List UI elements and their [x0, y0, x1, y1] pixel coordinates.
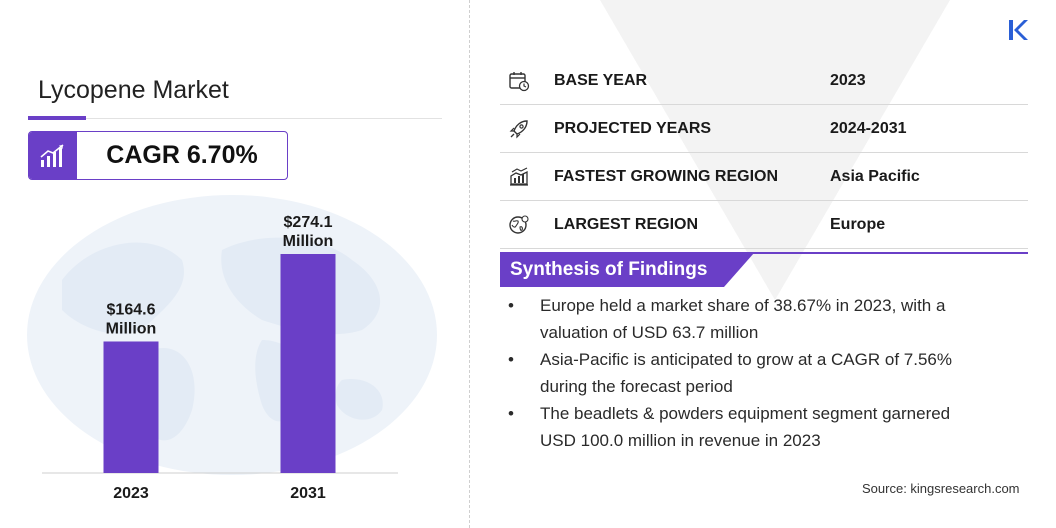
bullet-icon: • — [508, 404, 514, 423]
info-value: 2023 — [830, 71, 866, 89]
calendar-icon — [509, 72, 530, 92]
info-label: PROJECTED YEARS — [554, 119, 712, 137]
cagr-badge: CAGR 6.70% — [28, 131, 288, 180]
market-size-bar-chart: $164.6 Million $274.1 Million 2023 2031 — [42, 214, 398, 502]
finding-line: during the forecast period — [540, 377, 733, 396]
bullet-icon: • — [508, 296, 514, 315]
finding-line: valuation of USD 63.7 million — [540, 323, 759, 342]
finding-line: Asia-Pacific is anticipated to grow at a… — [540, 350, 952, 369]
finding-line: The beadlets & powders equipment segment… — [540, 404, 951, 423]
page-title: Lycopene Market — [38, 76, 229, 104]
data-label-2031-unit: Million — [283, 233, 334, 250]
synthesis-header-banner — [500, 253, 754, 287]
x-tick-label-2031: 2031 — [290, 485, 326, 502]
list-item: • The beadlets & powders equipment segme… — [508, 400, 1028, 454]
finding-line: Europe held a market share of 38.67% in … — [540, 296, 946, 315]
synthesis-rule — [500, 252, 1028, 254]
info-row-projected-years: PROJECTED YEARS 2024-2031 — [500, 105, 1028, 153]
section-divider — [469, 0, 470, 528]
list-item: • Asia-Pacific is anticipated to grow at… — [508, 346, 1028, 400]
title-accent-bar — [28, 116, 86, 120]
finding-line: USD 100.0 million in revenue in 2023 — [540, 431, 821, 450]
bullet-icon: • — [508, 350, 514, 369]
info-row-largest-region: LARGEST REGION Europe — [500, 201, 1028, 249]
growth-chart-icon — [29, 132, 77, 179]
info-label: FASTEST GROWING REGION — [554, 167, 779, 185]
region-growth-icon — [510, 167, 528, 186]
data-label-2023-value: $164.6 — [107, 301, 156, 318]
bar-2023 — [103, 341, 159, 473]
info-row-base-year: BASE YEAR 2023 — [500, 57, 1028, 105]
rocket-icon — [509, 120, 528, 139]
source-credit: Source: kingsresearch.com — [862, 481, 1020, 496]
market-info-table: BASE YEAR 2023 PROJECTED YEARS 2024-2031… — [500, 57, 1028, 249]
info-value: 2024-2031 — [830, 119, 907, 137]
synthesis-title: Synthesis of Findings — [510, 259, 708, 280]
data-label-2023-unit: Million — [106, 320, 157, 337]
info-label: BASE YEAR — [554, 71, 648, 89]
kings-research-logo — [1009, 20, 1028, 40]
x-tick-label-2023: 2023 — [113, 485, 149, 502]
title-underline — [28, 118, 442, 119]
info-label: LARGEST REGION — [554, 215, 699, 233]
synthesis-list: • Europe held a market share of 38.67% i… — [508, 292, 1028, 454]
globe-icon — [509, 215, 529, 234]
data-label-2031-value: $274.1 — [284, 214, 333, 231]
cagr-value: CAGR 6.70% — [106, 141, 258, 169]
list-item: • Europe held a market share of 38.67% i… — [508, 292, 1028, 346]
bar-2031 — [280, 254, 336, 473]
info-value: Asia Pacific — [830, 167, 920, 185]
info-value: Europe — [830, 215, 886, 233]
info-row-fastest-growing-region: FASTEST GROWING REGION Asia Pacific — [500, 153, 1028, 201]
